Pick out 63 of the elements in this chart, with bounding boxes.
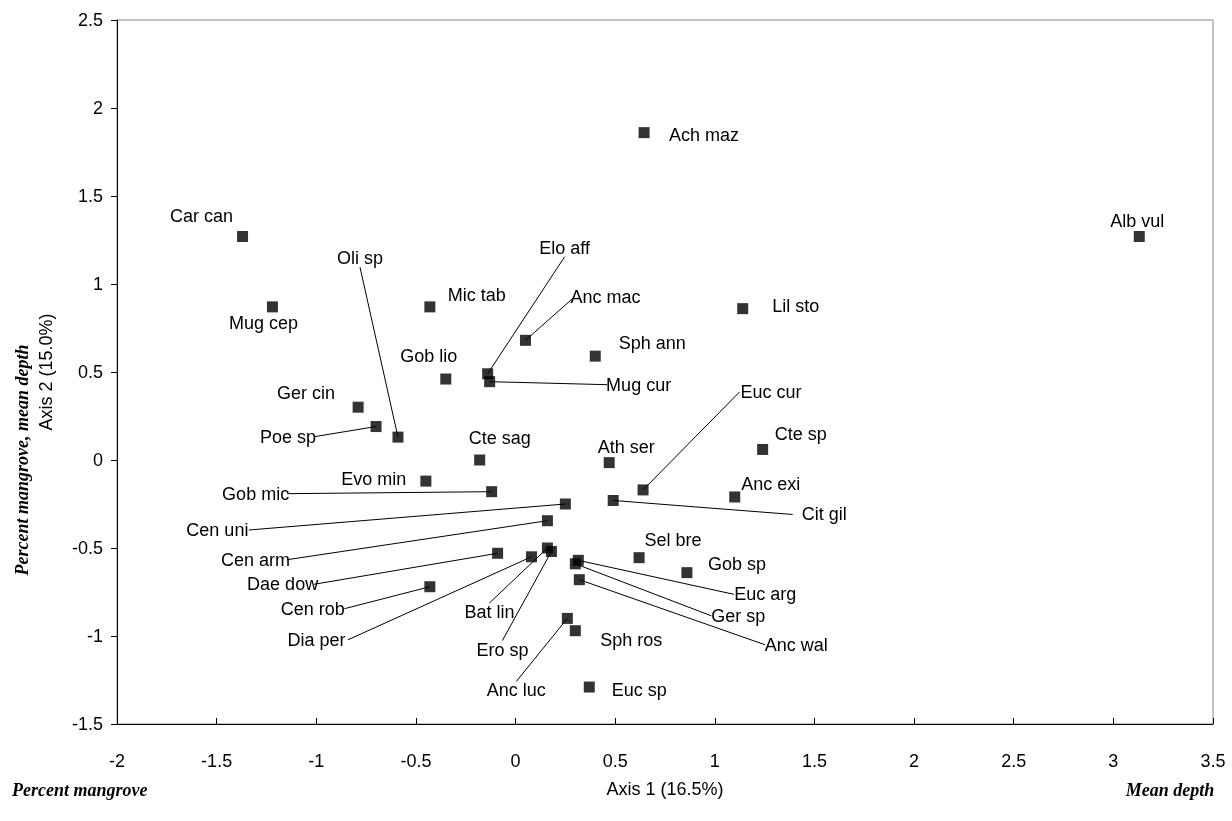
- annotation: Euc cur: [740, 381, 802, 402]
- x-tick-label: -1.5: [201, 751, 233, 771]
- x-tick-label: -2: [108, 751, 126, 771]
- annotation: Cte sp: [774, 424, 827, 445]
- annotation: Gob lio: [400, 346, 458, 367]
- y-tick-label: -1.5: [71, 714, 103, 734]
- text: Mean depth: [1124, 780, 1215, 800]
- y-tick-label: 0.5: [77, 362, 103, 382]
- text: Percent mangrove, mean depth: [12, 344, 32, 577]
- annotation: Ger sp: [711, 605, 766, 626]
- annotation: Mug cep: [228, 312, 298, 333]
- annotation: Anc mac: [570, 287, 641, 308]
- annotation: Cit gil: [801, 504, 847, 525]
- y-tick-label: -0.5: [71, 538, 103, 558]
- y-tick-label: -1: [86, 626, 103, 646]
- annotation: Euc sp: [611, 680, 667, 701]
- annotation: Gob mic: [222, 483, 290, 504]
- annotation: Gob sp: [707, 553, 766, 574]
- annotation: Ath ser: [597, 436, 655, 457]
- y-tick-label: 1: [92, 274, 103, 294]
- x-tick-label: 1.5: [801, 751, 827, 771]
- text: Percent mangrove: [11, 780, 148, 800]
- annotation: Ero sp: [476, 639, 529, 660]
- annotation: Anc wal: [764, 634, 828, 655]
- annotation: Dia per: [287, 629, 346, 650]
- annotation: Lil sto: [772, 295, 820, 316]
- annotation: Sph ros: [600, 629, 663, 650]
- x-tick-label: 3.5: [1200, 751, 1226, 771]
- y-tick-label: 2.5: [77, 10, 103, 30]
- annotation: Oli sp: [336, 248, 383, 269]
- annotation: Euc arg: [734, 584, 797, 605]
- annotation: Cen uni: [186, 520, 249, 540]
- y-tick-label: 0: [92, 450, 103, 470]
- annotation: Ger cin: [277, 383, 336, 404]
- annotation: Ach maz: [669, 124, 740, 145]
- x-axis-title: Axis 1 (16.5%): [606, 779, 724, 799]
- y-axis-title: Axis 2 (15.0%): [36, 313, 56, 431]
- annotation: Bat lin: [464, 602, 515, 622]
- y-tick-label: 2: [92, 98, 103, 118]
- annotation: Cen arm: [220, 549, 290, 570]
- x-tick-label: -0.5: [400, 751, 432, 771]
- annotation: Mug cur: [606, 374, 672, 395]
- x-tick-label: 3: [1108, 751, 1119, 771]
- annotation: Cte sag: [468, 428, 531, 448]
- annotation: Anc exi: [741, 473, 801, 494]
- annotation: Alb vul: [1110, 211, 1165, 232]
- annotation: Mic tab: [447, 284, 506, 305]
- annotation: Elo aff: [539, 237, 591, 258]
- annotation: Poe sp: [260, 426, 317, 447]
- annotation: Sel bre: [644, 529, 702, 550]
- x-tick-label: 0: [510, 751, 521, 771]
- annotation: Cen rob: [280, 598, 345, 619]
- y-tick-label: 1.5: [77, 186, 103, 206]
- annotation: Sph ann: [618, 333, 686, 354]
- annotation: Anc luc: [486, 680, 546, 701]
- annotation: Car can: [170, 206, 234, 227]
- annotation: Dae dow: [247, 574, 320, 595]
- x-tick-label: 2: [909, 751, 920, 771]
- x-tick-label: 1: [709, 751, 720, 771]
- x-tick-label: 2.5: [1001, 751, 1027, 771]
- annotation: Evo min: [341, 469, 407, 490]
- x-tick-label: -1: [308, 751, 325, 771]
- x-tick-label: 0.5: [602, 751, 628, 771]
